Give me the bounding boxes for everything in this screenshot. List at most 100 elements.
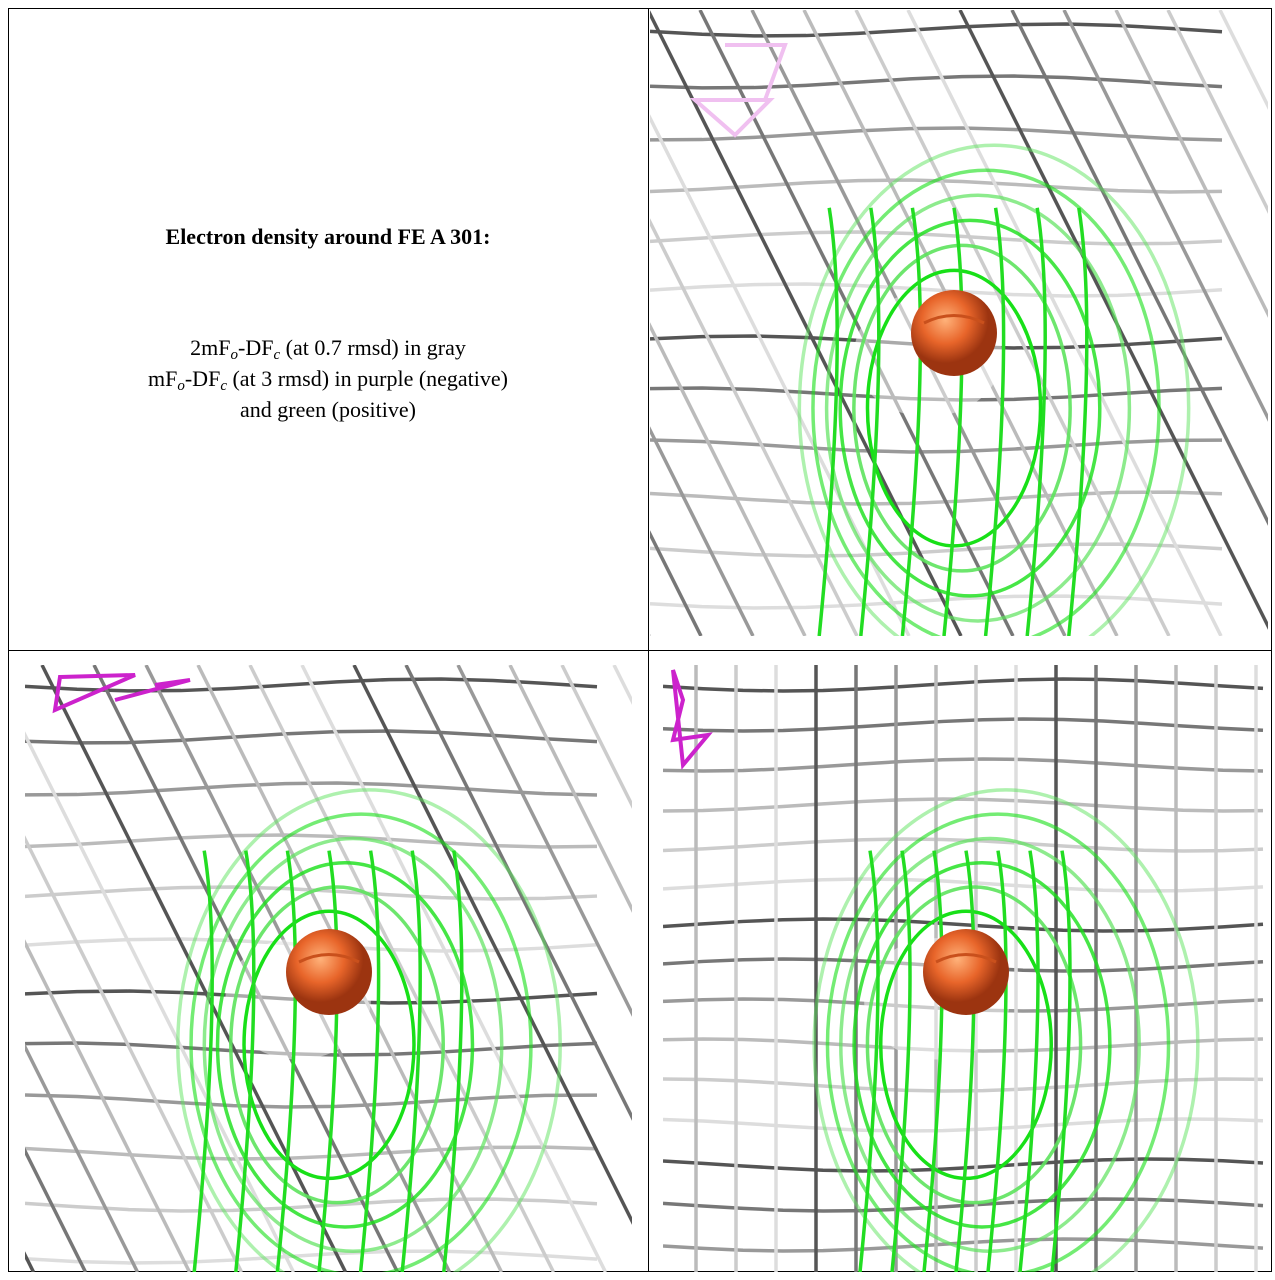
mesh-line <box>25 1043 140 1272</box>
mesh-line <box>25 835 244 1272</box>
caption-text: c <box>273 347 281 363</box>
positive-density <box>852 860 1112 1229</box>
positive-density <box>859 207 881 636</box>
fe-atom-highlight <box>923 314 985 325</box>
caption-line: and green (positive) <box>10 394 646 425</box>
mesh-line <box>456 665 632 1017</box>
mesh-line <box>1062 10 1268 422</box>
mesh-line <box>508 665 632 913</box>
fe-atom-highlight <box>298 953 360 964</box>
mesh-line <box>25 939 192 1272</box>
caption-text: o <box>230 347 239 363</box>
mesh-line <box>663 677 1264 693</box>
density-view <box>650 10 1268 636</box>
positive-density <box>812 788 1200 1272</box>
negative-density <box>52 673 191 714</box>
mesh-line <box>300 665 608 1272</box>
fe-atom-highlight <box>935 953 997 964</box>
mesh-line <box>1166 10 1268 214</box>
mesh-line <box>1114 10 1268 318</box>
positive-density <box>317 850 339 1272</box>
mesh-line <box>560 665 632 809</box>
mesh-line <box>650 114 911 636</box>
caption-text: mF <box>148 366 178 391</box>
positive-density <box>942 207 964 636</box>
density-view <box>25 665 632 1272</box>
positive-density <box>1050 850 1072 1272</box>
caption-text: 2mF <box>190 335 231 360</box>
positive-density <box>400 850 422 1272</box>
mesh-line <box>663 1237 1264 1253</box>
mesh-line <box>698 10 1015 636</box>
positive-density <box>838 218 1102 598</box>
mesh-line <box>25 833 598 849</box>
mesh-line <box>25 1249 598 1265</box>
positive-density <box>954 850 976 1272</box>
positive-density <box>202 836 504 1253</box>
positive-density <box>215 860 475 1229</box>
positive-density <box>900 207 923 636</box>
positive-density <box>1025 207 1047 636</box>
mesh-line <box>663 717 1264 733</box>
caption-cell: Electron density around FE A 301: 2mFo-D… <box>10 10 646 648</box>
positive-density <box>1067 207 1089 636</box>
negative-density <box>689 43 788 138</box>
mesh-line <box>906 10 1223 636</box>
mesh-line <box>663 757 1264 773</box>
mesh-line <box>650 438 1223 454</box>
mesh-line <box>650 542 1223 558</box>
caption-lines: 2mFo-DFc (at 0.7 rmsd) in gray mFo-DFc (a… <box>10 332 646 425</box>
positive-density <box>358 850 381 1272</box>
mesh-line <box>25 1093 598 1109</box>
mesh-line <box>25 729 598 745</box>
mesh-line <box>663 1157 1264 1173</box>
caption-text: (at 3 rmsd) in purple (negative) <box>226 366 508 391</box>
positive-density <box>890 850 912 1272</box>
positive-density <box>922 850 944 1272</box>
caption-text: -DF <box>238 335 274 360</box>
mesh-line <box>663 1077 1264 1093</box>
mesh-line <box>663 877 1264 893</box>
positive-density <box>275 850 298 1272</box>
caption-text: (at 0.7 rmsd) in gray <box>280 335 466 360</box>
mesh-line <box>404 665 632 1121</box>
mesh-line <box>650 10 963 636</box>
negative-density <box>670 669 713 770</box>
mesh-line <box>650 230 1223 246</box>
mesh-line <box>1010 10 1268 526</box>
positive-density <box>824 193 1132 623</box>
caption-text: o <box>177 378 185 394</box>
positive-density <box>192 850 214 1272</box>
positive-density <box>817 207 839 636</box>
divider <box>648 8 649 1272</box>
caption-line: 2mFo-DFc (at 0.7 rmsd) in gray <box>10 332 646 363</box>
caption-text: c <box>220 378 227 394</box>
mesh-line <box>663 1117 1264 1133</box>
positive-density <box>189 812 533 1272</box>
positive-density <box>234 850 256 1272</box>
mesh-line <box>650 490 1223 506</box>
mesh-line <box>25 1145 598 1161</box>
fe-atom <box>923 929 1009 1015</box>
positive-density <box>229 885 445 1205</box>
mesh-line <box>40 665 348 1272</box>
mesh-line <box>352 665 632 1225</box>
mesh-line <box>650 282 1223 298</box>
fe-atom <box>911 290 997 376</box>
positive-density <box>858 850 880 1272</box>
mesh-line <box>854 10 1171 636</box>
mesh-line <box>25 1147 88 1272</box>
positive-density <box>852 243 1072 573</box>
mesh-line <box>25 1251 36 1272</box>
mesh-line <box>663 917 1264 933</box>
density-view <box>663 665 1264 1272</box>
caption-text: -DF <box>184 366 221 391</box>
divider <box>8 650 1272 651</box>
positive-density <box>176 788 562 1272</box>
mesh-line <box>663 797 1264 813</box>
mesh-line <box>650 322 807 636</box>
figure-frame <box>8 8 1272 1272</box>
mesh-line <box>612 665 632 705</box>
positive-density <box>983 207 1006 636</box>
